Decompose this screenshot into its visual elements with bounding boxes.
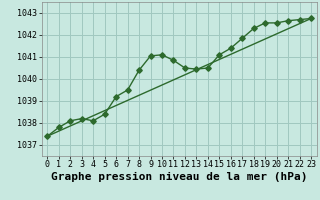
X-axis label: Graphe pression niveau de la mer (hPa): Graphe pression niveau de la mer (hPa) [51, 172, 308, 182]
